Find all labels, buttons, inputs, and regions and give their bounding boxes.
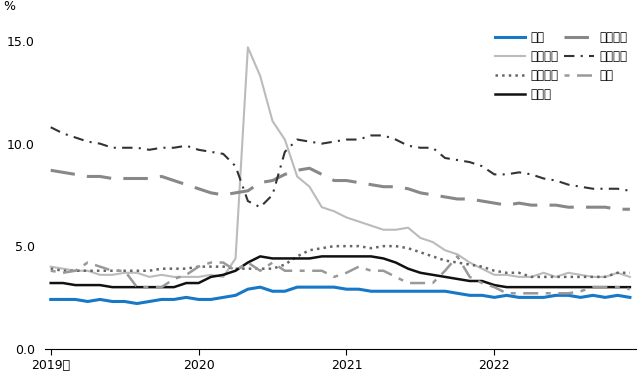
Y-axis label: %: % [3,0,15,13]
Legend: 日本, アメリカ, イギリス, ドイツ, フランス, イタリア, 韓国, : 日本, アメリカ, イギリス, ドイツ, フランス, イタリア, 韓国, [493,28,630,103]
